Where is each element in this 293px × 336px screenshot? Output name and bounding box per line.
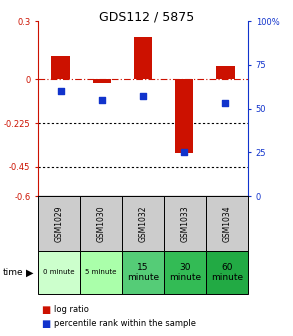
Bar [206,196,248,251]
Bar [80,196,122,251]
Point [100,97,104,102]
Text: GSM1034: GSM1034 [222,205,231,242]
Bar [93,79,111,83]
Bar [122,251,164,294]
Text: GSM1030: GSM1030 [96,205,105,242]
Bar [51,56,70,79]
Text: ■: ■ [41,305,50,315]
Bar [38,196,80,251]
Bar [164,196,206,251]
Text: ■: ■ [41,319,50,329]
Text: 30
minute: 30 minute [169,263,201,282]
Point [182,150,187,155]
Text: GSM1029: GSM1029 [54,205,64,242]
Bar [134,37,152,79]
Bar [216,66,235,79]
Bar [122,196,164,251]
Point [141,93,145,99]
Text: percentile rank within the sample: percentile rank within the sample [54,320,196,329]
Text: ▶: ▶ [26,267,34,278]
Text: GSM1033: GSM1033 [180,205,190,242]
Text: GSM1032: GSM1032 [139,205,147,242]
Point [223,100,228,106]
Text: 60
minute: 60 minute [211,263,243,282]
Point [58,88,63,94]
Text: time: time [3,268,23,277]
Text: 15
minute: 15 minute [127,263,159,282]
Text: GDS112 / 5875: GDS112 / 5875 [99,10,194,23]
Bar [80,251,122,294]
Bar [164,251,206,294]
Text: log ratio: log ratio [54,305,89,314]
Text: 5 minute: 5 minute [85,269,117,276]
Bar [175,79,193,153]
Bar [38,251,80,294]
Text: 0 minute: 0 minute [43,269,75,276]
Bar [206,251,248,294]
